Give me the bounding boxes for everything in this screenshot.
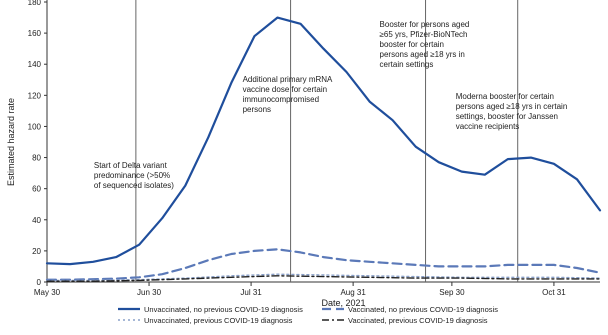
y-tick-label: 40	[32, 216, 41, 225]
event-annotation: Start of Delta variant	[94, 161, 168, 170]
event-annotation: Booster for persons aged	[380, 20, 470, 29]
event-annotation: of sequenced isolates)	[94, 181, 174, 190]
legend-label: Unvaccinated, previous COVID-19 diagnosi…	[144, 316, 293, 325]
axes: 0 20 40 60 80 100 120 140 160 180 May 30 Jun 30 Jul …	[6, 0, 600, 308]
x-tick-label: May 30	[34, 288, 61, 297]
y-tick-label: 140	[28, 60, 42, 69]
x-tick-label: Jun 30	[137, 288, 162, 297]
event-annotation: Moderna booster for certain	[456, 92, 554, 101]
y-tick-label: 20	[32, 247, 41, 256]
event-annotation: vaccine recipients	[456, 122, 520, 131]
event-annotation: persons aged ≥18 yrs in	[380, 50, 465, 59]
event-annotation: immunocompromised	[243, 95, 319, 104]
event-annotation: vaccine dose for certain	[243, 85, 327, 94]
y-tick-label: 180	[28, 0, 42, 7]
y-tick-label: 160	[28, 29, 42, 38]
event-annotation: ≥65 yrs, Pfizer-BioNTech	[380, 30, 468, 39]
legend-label: Vaccinated, no previous COVID-19 diagnos…	[348, 305, 498, 314]
y-axis-label: Estimated hazard rate	[6, 98, 16, 186]
y-tick-label: 0	[37, 278, 42, 287]
series-line	[46, 275, 601, 282]
event-annotation: persons	[243, 105, 271, 114]
legend-label: Unvaccinated, no previous COVID-19 diagn…	[144, 305, 303, 314]
x-axis-label: Date, 2021	[321, 298, 365, 308]
x-tick-label: Sep 30	[439, 288, 465, 297]
event-annotation: Additional primary mRNA	[243, 75, 333, 84]
x-tick-label: Aug 31	[340, 288, 366, 297]
event-annotation: predominance (>50%	[94, 171, 170, 180]
y-tick-label: 100	[28, 122, 42, 131]
x-tick-label: Jul 31	[240, 288, 262, 297]
y-tick-label: 120	[28, 91, 42, 100]
legend-label: Vaccinated, previous COVID-19 diagnosis	[348, 316, 488, 325]
series-line	[45, 248, 602, 281]
legend: Unvaccinated, no previous COVID-19 diagn…	[118, 305, 498, 325]
y-tick-label: 80	[32, 154, 41, 163]
event-annotation: persons aged ≥18 yrs in certain	[456, 102, 568, 111]
event-annotation: booster for certain	[380, 40, 444, 49]
x-tick-label: Oct 31	[542, 288, 566, 297]
series-lines	[45, 16, 602, 282]
event-annotation: settings, booster for Janssen	[456, 112, 558, 121]
series-line	[45, 16, 602, 266]
event-annotation: certain settings	[380, 60, 434, 69]
y-tick-label: 60	[32, 185, 41, 194]
